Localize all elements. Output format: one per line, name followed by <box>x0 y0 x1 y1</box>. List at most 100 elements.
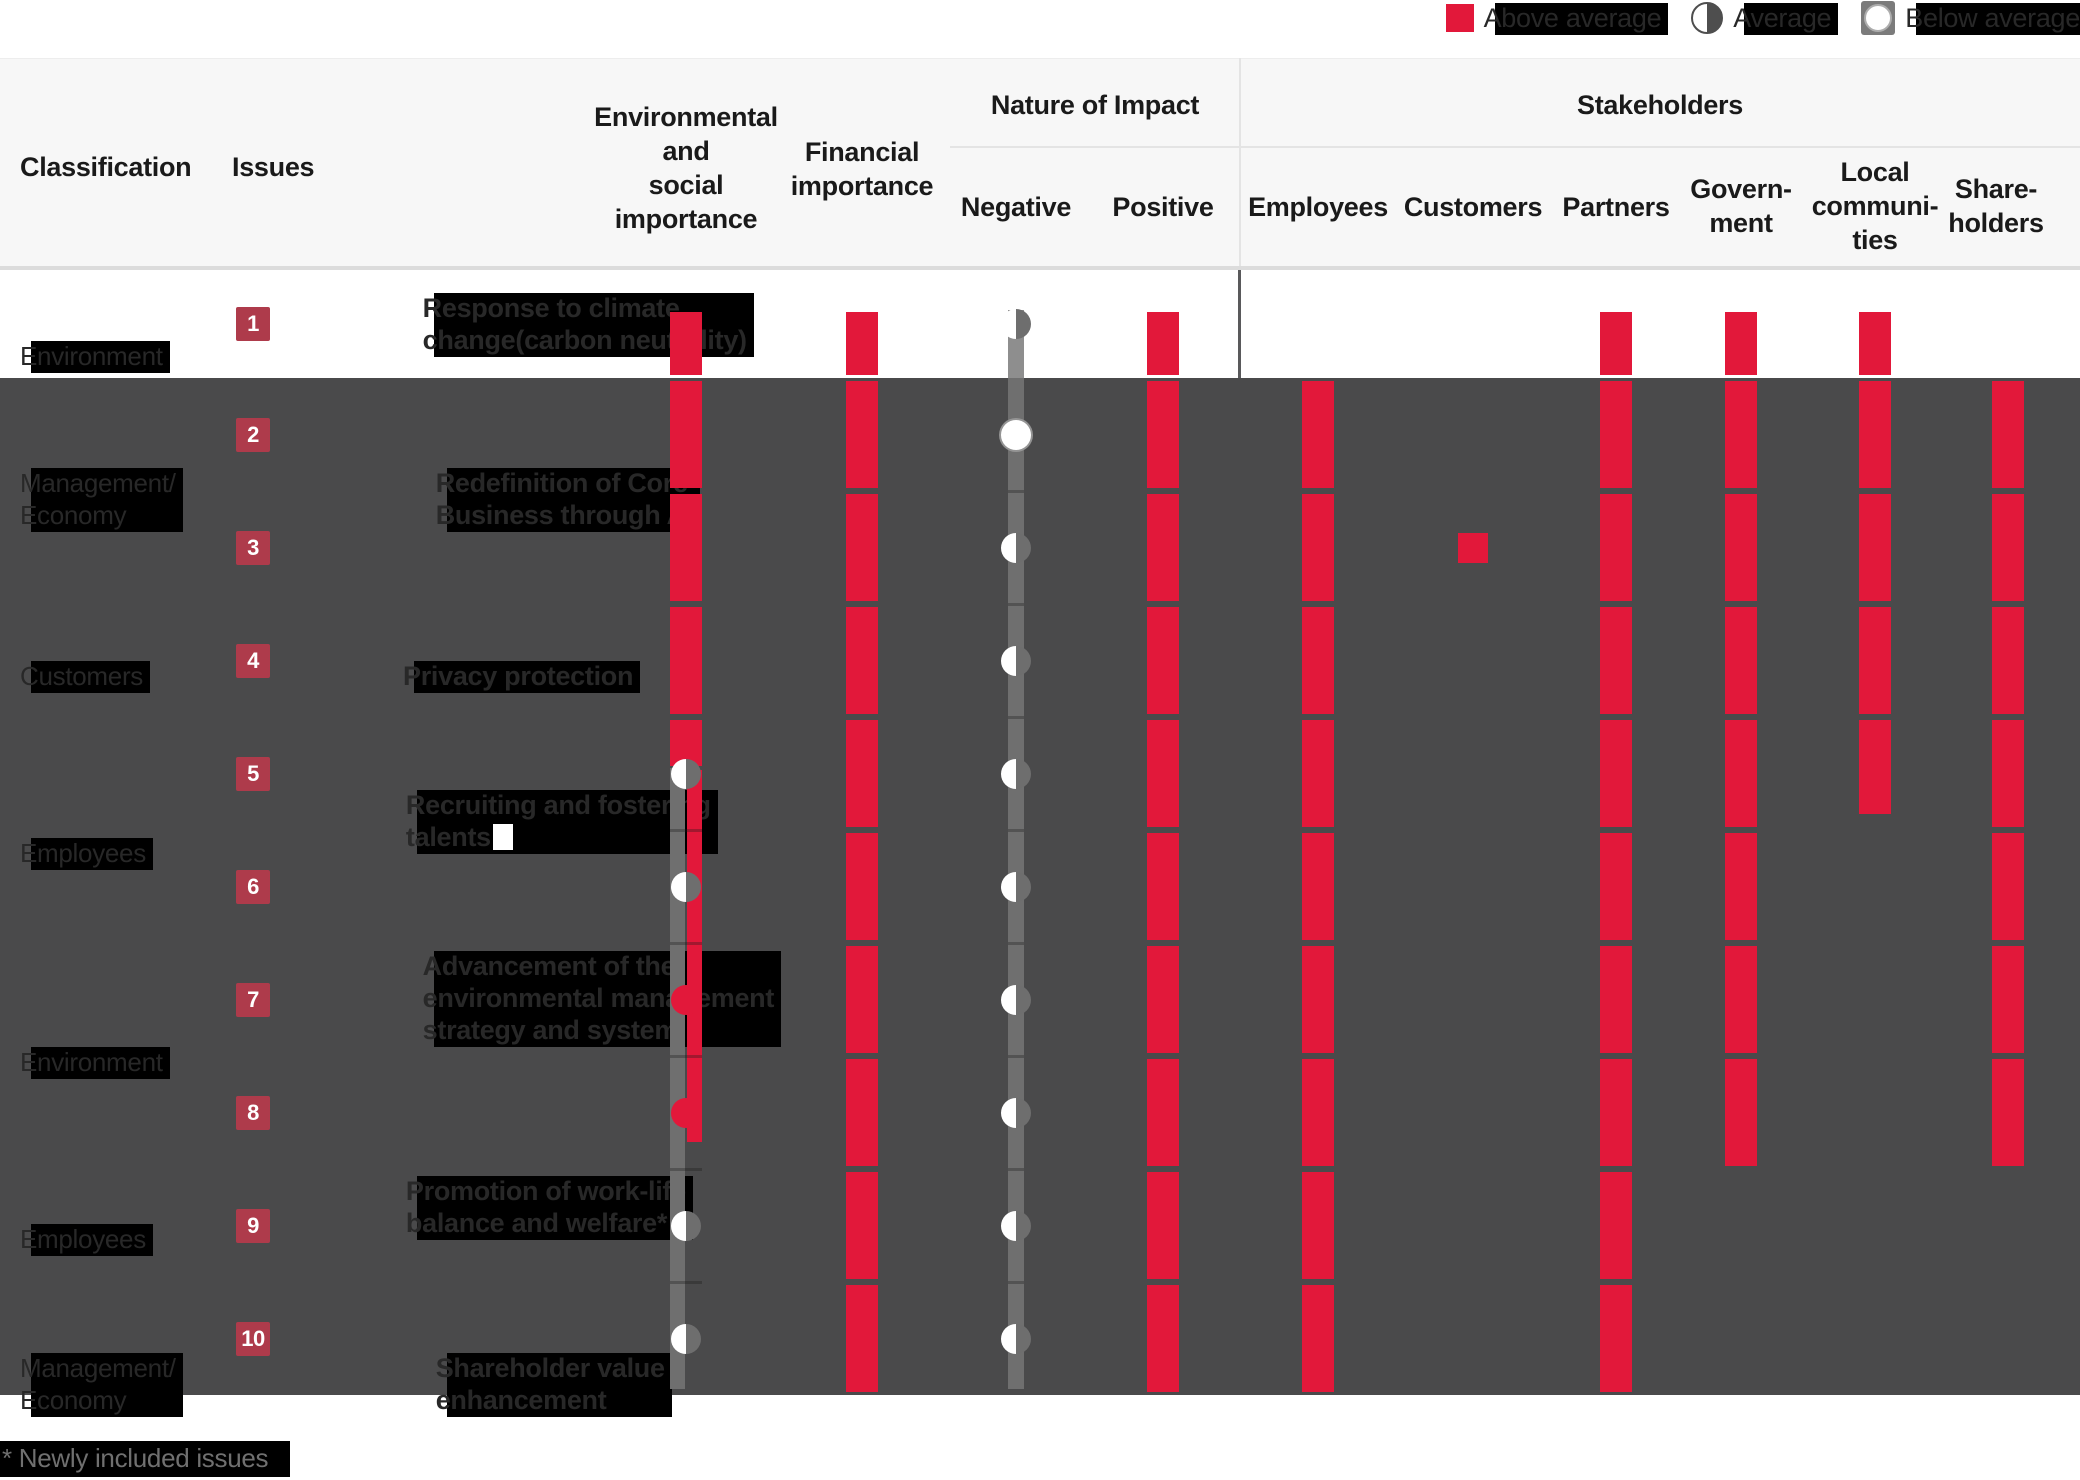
average-half-circle-icon <box>1691 2 1724 34</box>
shareholders-row7-bar <box>1992 946 2024 1053</box>
issue-label: Advancement of the environmental managem… <box>423 950 782 1047</box>
issue-number-badge: 1 <box>236 307 270 341</box>
positive-row3-bar <box>1147 494 1179 601</box>
issue-label: Promotion of work-life balance and welfa… <box>405 1175 693 1240</box>
government-row6-bar <box>1725 833 1757 940</box>
government-row5-bar <box>1725 720 1757 827</box>
positive-row1-bar <box>1147 312 1179 375</box>
table-row-4[interactable]: Employees 4 Recruiting and fostering talen… <box>0 160 2080 870</box>
col-header-env-social: Environmental and social importance <box>594 102 778 234</box>
shareholders-row4-bar <box>1992 607 2024 714</box>
shareholders-row6-bar <box>1992 833 2024 940</box>
table-row-9[interactable]: Supply chain9Sustainable supply chain se… <box>0 544 2080 1243</box>
negative-gridline <box>1008 603 1024 606</box>
financial-row8-bar <box>846 1059 878 1166</box>
col-header-financial: Financial importance <box>790 137 934 201</box>
col-header-positive: Positive <box>1112 192 1214 222</box>
partners-row9-bar <box>1600 1172 1632 1279</box>
col-header-customers: Customers <box>1403 192 1543 222</box>
local-row4-bar <box>1859 607 1891 714</box>
government-row1-bar <box>1725 312 1757 375</box>
legend-item-average: Average <box>1691 2 1839 35</box>
table-row-7[interactable]: Management/ Economy 7 Shareholder value en… <box>0 384 2080 1417</box>
issue-number-badge: 7 <box>236 982 270 1017</box>
table-row-2[interactable]: Management/ Economy 2 Redefinition of Core… <box>0 64 2080 532</box>
nature-group-underline <box>950 146 1240 148</box>
env_social-red-strip <box>687 769 702 1142</box>
group-header-stakeholders: Stakeholders <box>1577 90 1743 120</box>
negative-gridline <box>1008 829 1024 832</box>
negative-row10-avg-marker <box>1001 1323 1031 1354</box>
customers-row3-sq <box>1458 532 1488 563</box>
stakeholders-divider-header <box>1239 58 1241 266</box>
government-row2-bar <box>1725 381 1757 488</box>
partners-row10-bar <box>1600 1285 1632 1392</box>
negative-row8-avg-marker <box>1001 1097 1031 1128</box>
table-row-8[interactable]: Management/ Economy8Advancement of the i… <box>0 448 2080 1130</box>
negative-row9-avg-marker <box>1001 1210 1031 1241</box>
issue-label: Shareholder value enhancement <box>435 1352 672 1417</box>
partners-row2-bar <box>1600 381 1632 488</box>
shareholders-row5-bar <box>1992 720 2024 827</box>
issue-label: Response to climate change(carbon neutra… <box>423 292 754 357</box>
negative-row3-avg-marker <box>1001 532 1031 563</box>
negative-gridline <box>1008 942 1024 945</box>
classification-label: Customers <box>20 660 150 693</box>
legend: Above average Average Below average <box>1445 0 2080 36</box>
env_social-gridline <box>670 1281 702 1284</box>
partners-row7-bar <box>1600 946 1632 1053</box>
negative-row5-avg-marker <box>1001 758 1031 789</box>
government-row4-bar <box>1725 607 1757 714</box>
table-row-3[interactable]: Customers 3 Privacy protection <box>0 128 2080 693</box>
stakeholders-divider-dark <box>1238 270 1241 378</box>
col-header-partners: Partners <box>1562 192 1670 222</box>
table-row-6[interactable]: Employees 6 Promotion of work-life balance… <box>0 320 2080 1256</box>
classification-label: Management/ Economy <box>20 1352 183 1417</box>
env_social-row9-avg-marker <box>671 1210 701 1241</box>
negative-row2-low-marker <box>1001 419 1031 450</box>
table-row-10[interactable]: Management/ Economy10Practice of ethical… <box>0 608 2080 1356</box>
col-header-issues: Issues <box>232 152 315 182</box>
col-header-negative: Negative <box>960 192 1072 222</box>
env_social-row5-avg_cap <box>670 720 702 766</box>
financial-row10-bar <box>846 1285 878 1392</box>
financial-row7-bar <box>846 946 878 1053</box>
negative-row4-avg-marker <box>1001 645 1031 676</box>
positive-row9-bar <box>1147 1172 1179 1279</box>
local-row2-bar <box>1859 381 1891 488</box>
col-header-shareholders: Share- holders <box>1948 174 2044 238</box>
financial-row6-bar <box>846 833 878 940</box>
issue-label: Privacy protection <box>403 660 641 693</box>
issue-label: Redefinition of Core Business through AI <box>436 467 701 532</box>
negative-gridline <box>1008 1168 1024 1171</box>
employees-row8-bar <box>1302 1059 1334 1166</box>
positive-row2-bar <box>1147 381 1179 488</box>
table-row-5[interactable]: Environment 5 Advancement of the environme… <box>0 224 2080 1079</box>
table-row-1[interactable]: Environment 1 Response to climate change(c… <box>0 0 2080 373</box>
shareholders-row3-bar <box>1992 494 2024 601</box>
local-row3-bar <box>1859 494 1891 601</box>
government-row3-bar <box>1725 494 1757 601</box>
employees-row10-bar <box>1302 1285 1334 1392</box>
employees-row4-bar <box>1302 607 1334 714</box>
issue-number-badge: 10 <box>236 1321 270 1356</box>
positive-row4-bar <box>1147 607 1179 714</box>
financial-row4-bar <box>846 607 878 714</box>
issue-number-badge: 4 <box>236 643 270 678</box>
table-header-band <box>0 58 2080 267</box>
issue-label: Recruiting and fostering talents <box>405 789 718 854</box>
issue-number-badge: 8 <box>236 1095 270 1130</box>
partners-row5-bar <box>1600 720 1632 827</box>
below-average-circle-icon <box>1861 1 1896 35</box>
env_social-row10-avg-marker <box>671 1323 701 1354</box>
env_social-row6-avg_s-marker <box>671 871 701 902</box>
partners-row8-bar <box>1600 1059 1632 1166</box>
employees-row3-bar <box>1302 494 1334 601</box>
local-row1-bar <box>1859 312 1891 375</box>
positive-row7-bar <box>1147 946 1179 1053</box>
above-average-swatch-icon <box>1445 4 1474 32</box>
financial-row3-bar <box>846 494 878 601</box>
legend-label-below: Below average <box>1905 3 2080 35</box>
